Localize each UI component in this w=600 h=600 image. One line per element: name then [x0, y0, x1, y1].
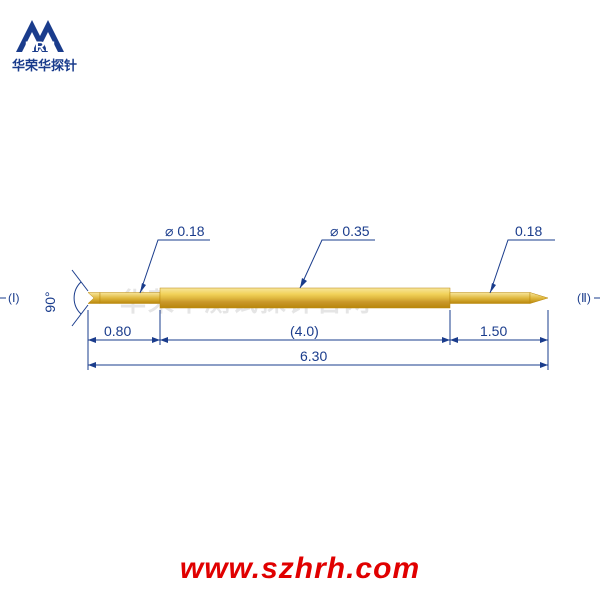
angle-callout: 90°: [42, 270, 88, 326]
diameter-leader-3: 0.18: [490, 223, 555, 293]
svg-text:0.18: 0.18: [515, 223, 542, 239]
dim-0.80: 0.80: [88, 323, 160, 343]
probe-diagram: (Ⅰ) (Ⅱ) 90° ⌀ 0.18 ⌀ 0.35 0.18: [0, 0, 600, 600]
dim-1.50: 1.50: [450, 323, 548, 343]
probe-pin: [88, 288, 548, 308]
svg-text:(4.0): (4.0): [290, 323, 319, 339]
website-url: www.szhrh.com: [0, 552, 600, 586]
dim-4.0: (4.0): [160, 323, 450, 343]
svg-text:0.80: 0.80: [104, 323, 131, 339]
svg-text:6.30: 6.30: [300, 348, 327, 364]
dim-6.30: 6.30: [88, 348, 548, 368]
diameter-leader-2: ⌀ 0.35: [300, 223, 375, 288]
side-label-left: (Ⅰ): [8, 291, 20, 305]
svg-text:⌀ 0.35: ⌀ 0.35: [330, 223, 370, 239]
side-label-right: (Ⅱ): [577, 291, 591, 305]
svg-text:90°: 90°: [42, 291, 58, 312]
svg-text:⌀ 0.18: ⌀ 0.18: [165, 223, 205, 239]
diameter-leader-1: ⌀ 0.18: [140, 223, 210, 293]
svg-text:1.50: 1.50: [480, 323, 507, 339]
